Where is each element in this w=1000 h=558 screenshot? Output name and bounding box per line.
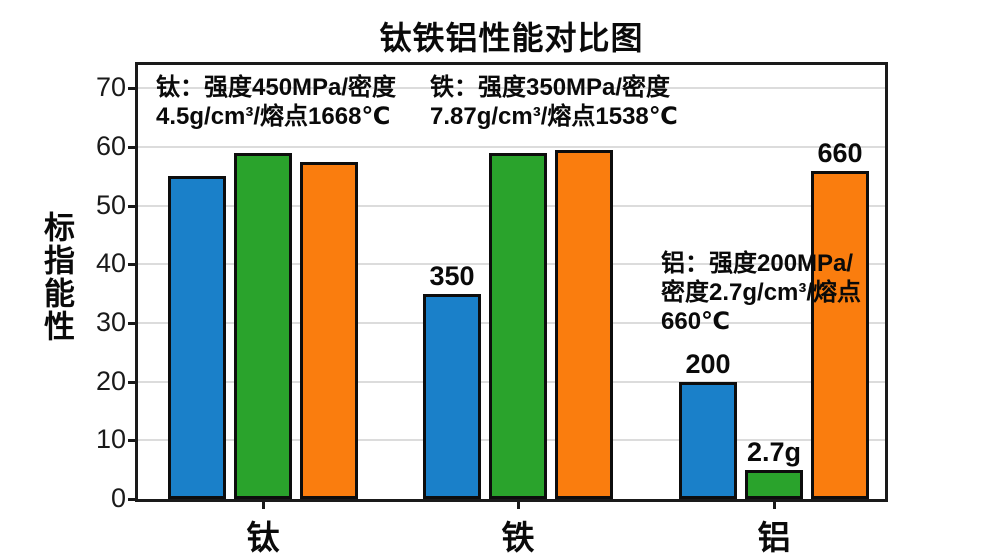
chart-title: 钛铁铝性能对比图 [379, 20, 644, 56]
x-tick-mark [773, 501, 776, 509]
chart-annotation: 铁：强度350MPa/密度 7.87g/cm³/熔点1538℃ [430, 73, 678, 131]
y-tick-mark [128, 204, 137, 208]
annotation-line: 密度2.7g/cm³/熔点 [661, 279, 862, 306]
bar-value-label: 200 [685, 348, 731, 379]
gridline [138, 87, 885, 90]
bar-value-label: 350 [429, 260, 475, 291]
annotation-line: 660℃ [661, 308, 731, 335]
bar [423, 293, 481, 499]
annotation-line: 4.5g/cm³/熔点1668℃ [156, 103, 391, 130]
x-tick-mark [262, 501, 265, 509]
chart-annotation: 钛：强度450MPa/密度 4.5g/cm³/熔点1668℃ [156, 73, 396, 131]
bar-value-label: 660 [817, 137, 863, 168]
bar [811, 170, 869, 499]
bar [489, 152, 547, 499]
y-axis-label: 标指能性 [39, 211, 74, 343]
y-tick-label: 10 [95, 424, 126, 455]
annotation-line: 铁：强度350MPa/密度 [430, 74, 671, 101]
bar [168, 176, 226, 499]
x-axis-category-label: 铁 [501, 519, 535, 556]
x-tick-mark [517, 501, 520, 509]
x-axis-category-label: 铝 [757, 519, 791, 556]
bar [745, 469, 803, 499]
y-tick-label: 60 [95, 130, 126, 161]
bar [679, 381, 737, 499]
y-tick-label: 40 [95, 248, 126, 279]
annotation-line: 铝：强度200MPa/ [661, 250, 854, 277]
y-tick-mark [128, 439, 137, 443]
bar [234, 152, 292, 499]
y-tick-mark [128, 380, 137, 384]
annotation-line: 7.87g/cm³/熔点1538℃ [430, 103, 678, 130]
chart-annotation: 铝：强度200MPa/密度2.7g/cm³/熔点 660℃ [661, 249, 861, 336]
y-tick-label: 0 [110, 482, 126, 513]
gridline [138, 146, 885, 149]
y-tick-mark [128, 322, 137, 326]
y-tick-label: 70 [95, 72, 126, 103]
y-tick-mark [128, 263, 137, 267]
y-tick-label: 50 [95, 189, 126, 220]
bar-value-label: 2.7g [746, 436, 802, 467]
y-tick-mark [128, 498, 137, 501]
bar [300, 161, 358, 499]
bar [555, 150, 613, 499]
y-tick-mark [128, 146, 137, 150]
y-tick-mark [128, 87, 137, 91]
x-axis-category-label: 钛 [246, 519, 280, 556]
annotation-line: 钛：强度450MPa/密度 [156, 74, 397, 101]
y-tick-label: 20 [95, 365, 126, 396]
y-tick-label: 30 [95, 306, 126, 337]
